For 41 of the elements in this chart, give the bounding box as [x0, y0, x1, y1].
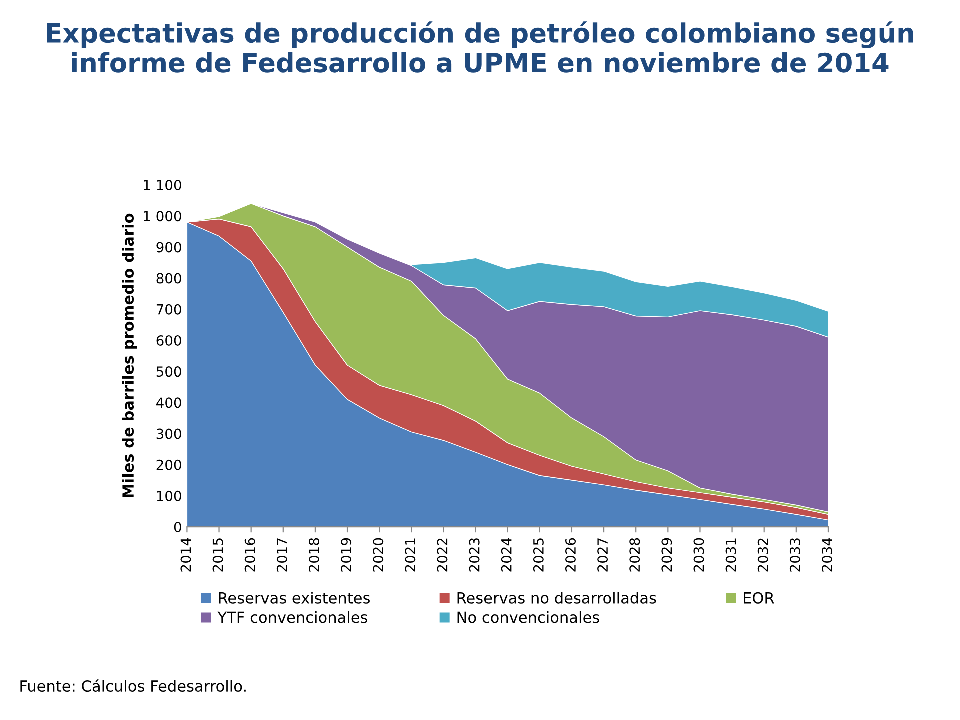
x-tick-label: 2017	[276, 538, 288, 572]
x-tick-label: 2014	[180, 538, 192, 572]
x-tick-label: 2019	[341, 538, 352, 572]
legend-label: EOR	[744, 592, 774, 604]
legend-label: Reservas existentes	[219, 592, 370, 604]
y-tick-label: 600	[156, 335, 182, 346]
x-tick-label: 2022	[437, 538, 448, 572]
x-tick-label: 2028	[630, 538, 640, 572]
x-tick-label: 2026	[565, 538, 576, 572]
legend-label: YTF convencionales	[218, 611, 368, 624]
legend-label: No convencionales	[458, 611, 600, 624]
x-tick-label: 2034	[822, 538, 833, 572]
x-tick-label: 2023	[469, 538, 480, 572]
chart-title: Expectativas de producción de petróleo colombiano según informe de Fedesarrollo a UPME en noviembre de 2014	[47, 22, 914, 73]
source-note: Fuente: Cálculos Fedesarrollo.	[20, 680, 246, 692]
legend-label: Reservas no desarrolladas	[458, 592, 656, 604]
x-tick-label: 2020	[373, 538, 384, 572]
y-tick-label: 800	[156, 273, 182, 284]
y-tick-label: 1 000	[144, 211, 182, 222]
y-tick-label: 200	[156, 460, 182, 470]
x-tick-label: 2024	[501, 538, 512, 572]
x-tick-label: 2016	[244, 538, 256, 572]
y-tick-label: 1 100	[144, 180, 182, 191]
x-tick-label: 2029	[662, 538, 672, 572]
y-tick-label: 300	[156, 428, 182, 440]
x-tick-label: 2031	[726, 538, 736, 572]
x-tick-label: 2015	[212, 538, 224, 572]
y-tick-label: 900	[156, 242, 182, 253]
x-tick-label: 2032	[758, 538, 768, 572]
y-tick-label: 100	[157, 490, 182, 502]
x-tick-label: 2025	[533, 538, 544, 572]
x-tick-label: 2027	[598, 538, 608, 572]
y-axis-title: Miles de barriles promedio diario	[122, 214, 138, 498]
x-tick-label: 2021	[405, 538, 416, 572]
y-tick-label: 400	[156, 398, 182, 408]
y-tick-label: 700	[156, 304, 182, 315]
x-tick-label: 2018	[308, 538, 320, 572]
x-tick-label: 2033	[790, 538, 800, 572]
y-tick-label: 500	[156, 366, 182, 378]
x-tick-label: 2030	[694, 538, 704, 572]
y-tick-label: 0	[174, 522, 182, 533]
